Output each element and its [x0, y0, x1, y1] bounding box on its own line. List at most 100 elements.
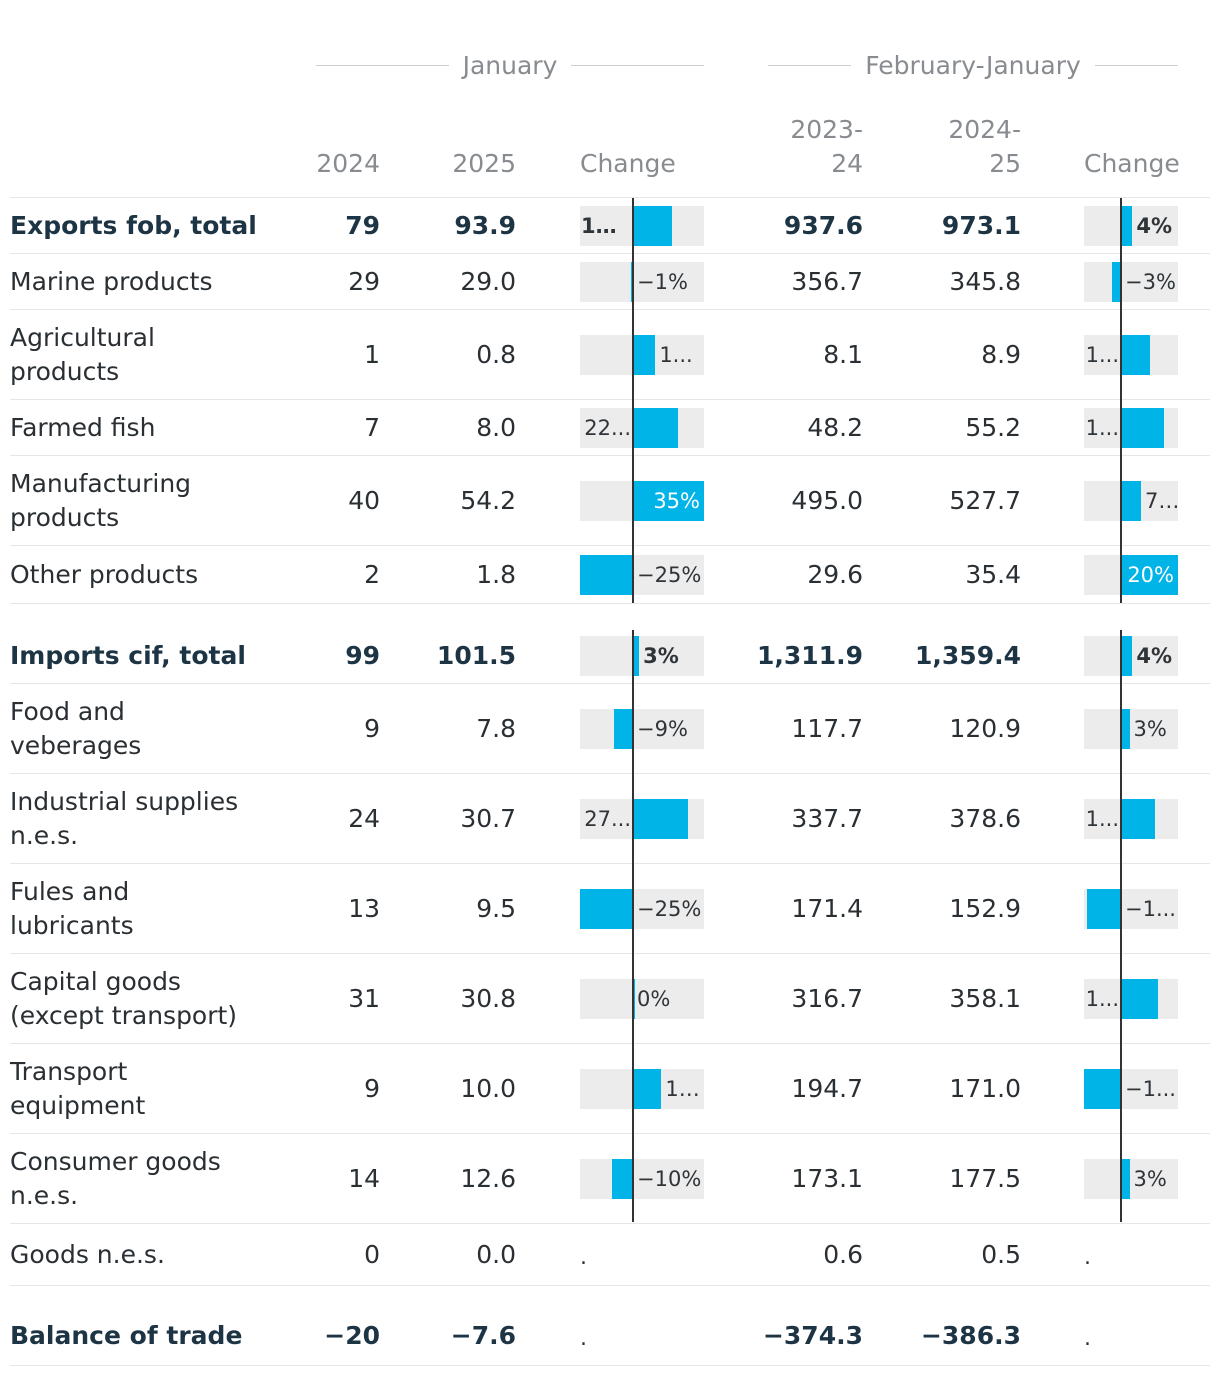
row-label: Fules and lubricants	[10, 877, 134, 940]
zero-axis-line	[1120, 630, 1122, 1222]
change-bar-label: 1...	[1085, 987, 1119, 1011]
change-bar-label: −1%	[637, 270, 688, 294]
change-bar-label: 35%	[653, 489, 700, 513]
value-jan2024: 31	[348, 984, 380, 1013]
change-bar	[1084, 1069, 1121, 1109]
change-bar-cell: 14...	[580, 1069, 704, 1109]
change-bar-label: 1...	[1085, 807, 1119, 831]
change-bar-cell: 1...	[1084, 979, 1178, 1019]
col-header-jan-change: Change	[580, 149, 676, 178]
row-label: Marine products	[10, 267, 213, 296]
value-jan2024: 0	[364, 1240, 380, 1269]
change-bar	[1121, 335, 1150, 375]
value-fj2324: 29.6	[807, 560, 863, 589]
change-bar	[1121, 799, 1156, 839]
change-bar	[633, 408, 678, 448]
change-bar-label: 3%	[1133, 717, 1167, 741]
change-bar-cell: 27...	[580, 799, 704, 839]
row-separator	[10, 399, 1210, 400]
change-bar	[633, 481, 704, 521]
change-bar	[630, 262, 633, 302]
value-fj2425: 527.7	[949, 486, 1021, 515]
row-label: Capital goods (except transport)	[10, 967, 238, 1030]
value-fj2324: 356.7	[791, 267, 863, 296]
row-separator	[10, 953, 1210, 954]
value-fj2324: −374.3	[762, 1321, 863, 1350]
group-label-feb-jan: February-January	[865, 50, 1081, 80]
change-bar-cell: −1...	[1084, 1069, 1178, 1109]
value-fj2324: 173.1	[791, 1164, 863, 1193]
value-jan2025: 101.5	[436, 641, 516, 670]
change-bar-label: 22...	[584, 416, 631, 440]
value-fj2425: 1,359.4	[915, 641, 1021, 670]
change-bar-label: 3%	[1133, 1167, 1167, 1191]
change-bar-cell: 35%	[580, 481, 704, 521]
change-bar-cell: 19...	[580, 206, 704, 246]
change-bar	[1121, 979, 1159, 1019]
zero-axis-line	[632, 630, 634, 1222]
change-bar	[580, 889, 633, 929]
change-bar	[633, 335, 656, 375]
value-fj2425: 0.5	[981, 1240, 1021, 1269]
value-jan2024: 79	[345, 211, 380, 240]
value-jan2025: 1.8	[476, 560, 516, 589]
change-bar-label: 1...	[659, 343, 693, 367]
row-separator	[10, 1043, 1210, 1044]
row-separator	[10, 253, 1210, 254]
row-separator	[10, 197, 1210, 198]
row-label: Farmed fish	[10, 413, 156, 442]
not-applicable-mark: .	[580, 1245, 587, 1270]
not-applicable-mark: .	[1084, 1326, 1091, 1351]
change-bar-label: 1...	[1085, 416, 1119, 440]
value-fj2324: 194.7	[791, 1074, 863, 1103]
value-jan2025: 0.8	[476, 340, 516, 369]
change-bar-cell: 1...	[1084, 408, 1178, 448]
change-bar-label: 27...	[584, 807, 631, 831]
col-header-fj-2024-25: 2024- 25	[948, 115, 1021, 178]
col-header-jan-2025: 2025	[452, 149, 516, 178]
change-bar-label: −9%	[637, 717, 688, 741]
change-bar-label: 14...	[665, 1077, 704, 1101]
col-header-fj-change: Change	[1084, 149, 1180, 178]
change-bar-cell: 3%	[1084, 1159, 1178, 1199]
change-bar	[1121, 481, 1141, 521]
value-fj2324: 937.6	[783, 211, 863, 240]
value-jan2024: 40	[348, 486, 380, 515]
row-separator	[10, 863, 1210, 864]
change-bar	[611, 1159, 633, 1199]
change-bar-label: 19...	[581, 214, 631, 238]
change-bar	[633, 799, 688, 839]
row-separator	[10, 773, 1210, 774]
zero-axis-line	[632, 198, 634, 603]
value-fj2425: 973.1	[941, 211, 1021, 240]
change-bar-label: −25%	[637, 897, 702, 921]
value-jan2024: 99	[345, 641, 380, 670]
value-fj2425: 35.4	[965, 560, 1021, 589]
change-bar-cell: 0%	[580, 979, 704, 1019]
value-fj2324: 316.7	[791, 984, 863, 1013]
col-header-fj-2023-24: 2023- 24	[790, 115, 863, 178]
change-bar	[1121, 709, 1130, 749]
change-bar-cell: −1%	[580, 262, 704, 302]
change-bar-cell: −25%	[580, 555, 704, 595]
change-bar-label: 20%	[1127, 563, 1174, 587]
header-rule	[571, 64, 704, 66]
change-bar-cell: 1...	[580, 335, 704, 375]
value-jan2025: 7.8	[476, 714, 516, 743]
row-separator	[10, 309, 1210, 310]
change-bar	[1121, 206, 1133, 246]
value-fj2324: 0.6	[823, 1240, 863, 1269]
row-separator	[10, 1223, 1210, 1224]
row-label: Consumer goods n.e.s.	[10, 1147, 221, 1210]
change-bar	[1121, 636, 1133, 676]
change-bar-cell: −9%	[580, 709, 704, 749]
row-separator	[10, 1285, 1210, 1286]
value-fj2425: 8.9	[981, 340, 1021, 369]
value-jan2025: 8.0	[476, 413, 516, 442]
row-label: Goods n.e.s.	[10, 1240, 165, 1269]
value-fj2324: 8.1	[823, 340, 863, 369]
value-jan2024: 1	[364, 340, 380, 369]
value-fj2425: 55.2	[965, 413, 1021, 442]
change-bar-label: 1...	[1085, 343, 1119, 367]
value-fj2324: 495.0	[791, 486, 863, 515]
